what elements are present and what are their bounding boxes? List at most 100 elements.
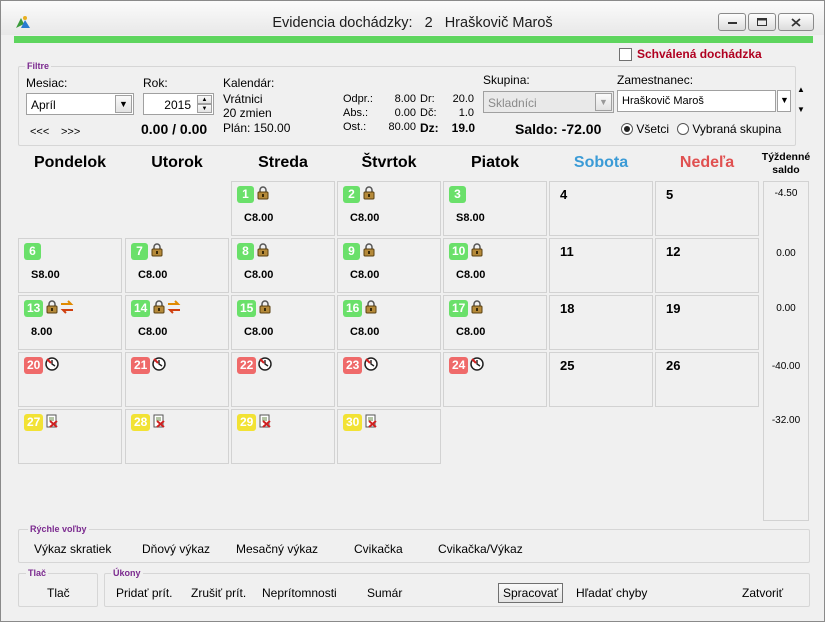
day-number-badge: 30 bbox=[343, 414, 363, 431]
day-number: 18 bbox=[560, 301, 575, 316]
day-cell-2[interactable]: 2 C8.00 bbox=[337, 181, 441, 236]
day-number-badge: 15 bbox=[237, 300, 257, 317]
day-cell-20[interactable]: 20 bbox=[18, 352, 122, 407]
day-cell-17[interactable]: 17 C8.00 bbox=[443, 295, 547, 350]
radio-all-dot[interactable] bbox=[621, 123, 633, 135]
day-cell-3[interactable]: 3 S8.00 bbox=[443, 181, 547, 236]
day-number-badge: 3 bbox=[449, 186, 466, 203]
day-cell-24[interactable]: 24 bbox=[443, 352, 547, 407]
day-cell-18[interactable]: 18 bbox=[549, 295, 653, 350]
find-errors-button[interactable]: Hľadať chyby bbox=[576, 586, 648, 600]
chevron-down-icon[interactable]: ▼ bbox=[115, 95, 132, 113]
close-window-button[interactable] bbox=[778, 13, 814, 31]
absences-button[interactable]: Neprítomnosti bbox=[262, 586, 337, 600]
day-cell-4[interactable]: 4 bbox=[549, 181, 653, 236]
punch-clock-report-button[interactable]: Cvikačka/Výkaz bbox=[438, 542, 523, 556]
monthly-report-button[interactable]: Mesačný výkaz bbox=[236, 542, 319, 556]
minimize-icon bbox=[727, 22, 737, 24]
radio-group-dot[interactable] bbox=[677, 123, 689, 135]
spin-down-icon[interactable]: ▼ bbox=[197, 104, 212, 113]
group-select[interactable]: Skladníci ▼ bbox=[483, 91, 614, 113]
spin-up-icon[interactable]: ▲ bbox=[197, 95, 212, 104]
prev-month-button[interactable]: <<< bbox=[30, 126, 50, 138]
day-number-badge: 16 bbox=[343, 300, 363, 317]
scroll-down-icon[interactable]: ▼ bbox=[797, 105, 805, 114]
year-label: Rok: bbox=[143, 76, 168, 90]
cancel-attendance-button[interactable]: Zrušiť prít. bbox=[191, 586, 247, 600]
chevron-down-icon[interactable]: ▼ bbox=[595, 93, 612, 111]
punch-clock-button[interactable]: Cvikačka bbox=[354, 542, 403, 556]
next-month-button[interactable]: >>> bbox=[61, 126, 81, 138]
weekly-saldo-2: 0.00 bbox=[776, 248, 796, 259]
day-cell-1[interactable]: 1 C8.00 bbox=[231, 181, 335, 236]
group-value: Skladníci bbox=[488, 96, 537, 110]
day-cell-23[interactable]: 23 bbox=[337, 352, 441, 407]
employee-select[interactable]: Hraškovič Maroš bbox=[617, 90, 776, 112]
day-number-badge: 1 bbox=[237, 186, 254, 203]
day-cell-10[interactable]: 10 C8.00 bbox=[443, 238, 547, 293]
radio-all-label: Všetci bbox=[636, 122, 670, 136]
day-cell-21[interactable]: 21 bbox=[125, 352, 229, 407]
approved-attendance-checkbox[interactable]: Schválená dochádzka bbox=[619, 47, 762, 61]
radio-selected-group[interactable]: Vybraná skupina bbox=[677, 122, 781, 136]
actions-group-label: Úkony bbox=[111, 568, 143, 578]
day-cell-9[interactable]: 9 C8.00 bbox=[337, 238, 441, 293]
approved-checkbox-box[interactable] bbox=[619, 47, 632, 61]
day-number-badge: 10 bbox=[449, 243, 469, 260]
print-button[interactable]: Tlač bbox=[47, 586, 70, 600]
day-cell-15[interactable]: 15 C8.00 bbox=[231, 295, 335, 350]
shift-code: 8.00 bbox=[31, 326, 53, 338]
day-cell-6[interactable]: 6 S8.00 bbox=[18, 238, 122, 293]
dr-value: 20.0 bbox=[452, 93, 474, 105]
group-label: Skupina: bbox=[483, 73, 530, 87]
day-cell-26[interactable]: 26 bbox=[655, 352, 759, 407]
calendar-name: Vrátnici bbox=[223, 92, 263, 106]
print-group-label: Tlač bbox=[26, 568, 49, 578]
radio-all[interactable]: Všetci bbox=[621, 122, 669, 136]
day-cell-16[interactable]: 16 C8.00 bbox=[337, 295, 441, 350]
day-cell-11[interactable]: 11 bbox=[549, 238, 653, 293]
scroll-up-icon[interactable]: ▲ bbox=[797, 85, 805, 94]
clock-icon bbox=[258, 357, 272, 371]
summary-button[interactable]: Sumár bbox=[367, 586, 403, 600]
shift-code: C8.00 bbox=[138, 326, 168, 338]
dc-label: Dč: bbox=[420, 107, 437, 119]
calendar-label: Kalendár: bbox=[223, 76, 275, 90]
day-cell-22[interactable]: 22 bbox=[231, 352, 335, 407]
maximize-icon bbox=[757, 18, 767, 26]
process-button[interactable]: Spracovať bbox=[498, 583, 564, 603]
minimize-button[interactable] bbox=[718, 13, 746, 31]
year-spinner[interactable]: 2015 ▲ ▼ bbox=[143, 93, 214, 115]
day-cell-29[interactable]: 29 bbox=[231, 409, 335, 464]
day-cell-8[interactable]: 8 C8.00 bbox=[231, 238, 335, 293]
header-tuesday: Utorok bbox=[151, 154, 203, 171]
day-cell-30[interactable]: 30 bbox=[337, 409, 441, 464]
maximize-button[interactable] bbox=[748, 13, 776, 31]
absence-label: Abs.: bbox=[343, 107, 369, 119]
day-number-badge: 2 bbox=[343, 186, 360, 203]
close-button[interactable]: Zatvoriť bbox=[742, 586, 784, 600]
dz-value: 19.0 bbox=[451, 121, 475, 135]
daily-report-button[interactable]: Dňový výkaz bbox=[142, 542, 211, 556]
month-select[interactable]: Apríl ▼ bbox=[26, 93, 134, 115]
saldo-total: Saldo: -72.00 bbox=[515, 121, 602, 137]
day-cell-7[interactable]: 7 C8.00 bbox=[125, 238, 229, 293]
day-cell-28[interactable]: 28 bbox=[125, 409, 229, 464]
add-attendance-button[interactable]: Pridať prít. bbox=[116, 586, 173, 600]
employee-dropdown-button[interactable]: ▼ bbox=[777, 90, 791, 112]
day-cell-5[interactable]: 5 bbox=[655, 181, 759, 236]
report-abbreviations-button[interactable]: Výkaz skratiek bbox=[34, 542, 112, 556]
header-saturday: Sobota bbox=[573, 154, 629, 171]
notepad-x-icon bbox=[259, 414, 271, 428]
day-cell-27[interactable]: 27 bbox=[18, 409, 122, 464]
lock-icon bbox=[151, 243, 163, 257]
day-cell-13[interactable]: 13 8.00 bbox=[18, 295, 122, 350]
day-cell-12[interactable]: 12 bbox=[655, 238, 759, 293]
lock-icon bbox=[471, 300, 483, 314]
day-cell-14[interactable]: 14 C8.00 bbox=[125, 295, 229, 350]
day-cell-25[interactable]: 25 bbox=[549, 352, 653, 407]
day-number: 25 bbox=[560, 358, 575, 373]
day-cell-19[interactable]: 19 bbox=[655, 295, 759, 350]
year-value: 2015 bbox=[164, 98, 191, 112]
day-number-badge: 13 bbox=[24, 300, 44, 317]
